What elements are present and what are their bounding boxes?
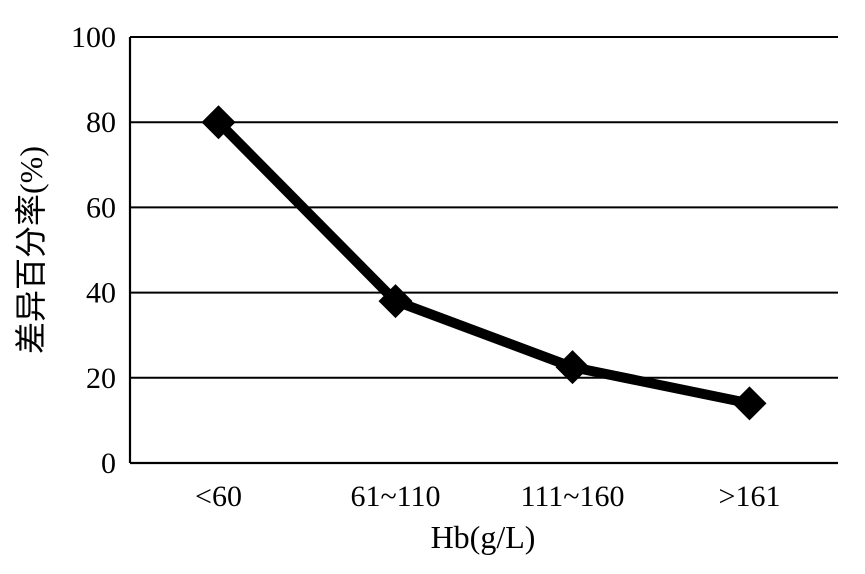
x-axis-title: Hb(g/L)	[431, 519, 536, 555]
x-tick-label-1: <60	[195, 480, 242, 513]
series-line-1	[213, 117, 755, 409]
data-point-3	[555, 350, 590, 385]
y-tick-label-100: 100	[71, 21, 116, 54]
gridlines	[130, 36, 838, 379]
y-tick-labels: 0 20 40 60 80 100	[71, 21, 116, 480]
x-tick-labels: <60 61~110 111~160 >161	[195, 480, 780, 513]
y-axis-title: 差异百分率(%)	[13, 146, 49, 354]
y-tick-label-0: 0	[101, 447, 116, 480]
series	[201, 105, 767, 421]
x-tick-label-3: 111~160	[520, 480, 624, 513]
x-tick-label-2: 61~110	[350, 480, 440, 513]
y-tick-label-20: 20	[86, 362, 116, 395]
data-point-4	[732, 386, 767, 421]
y-tick-label-80: 80	[86, 106, 116, 139]
data-point-1	[201, 105, 236, 140]
data-point-2	[378, 284, 413, 319]
y-tick-label-40: 40	[86, 277, 116, 310]
x-tick-label-4: >161	[719, 480, 781, 513]
y-tick-label-60: 60	[86, 191, 116, 224]
axes	[128, 37, 838, 465]
